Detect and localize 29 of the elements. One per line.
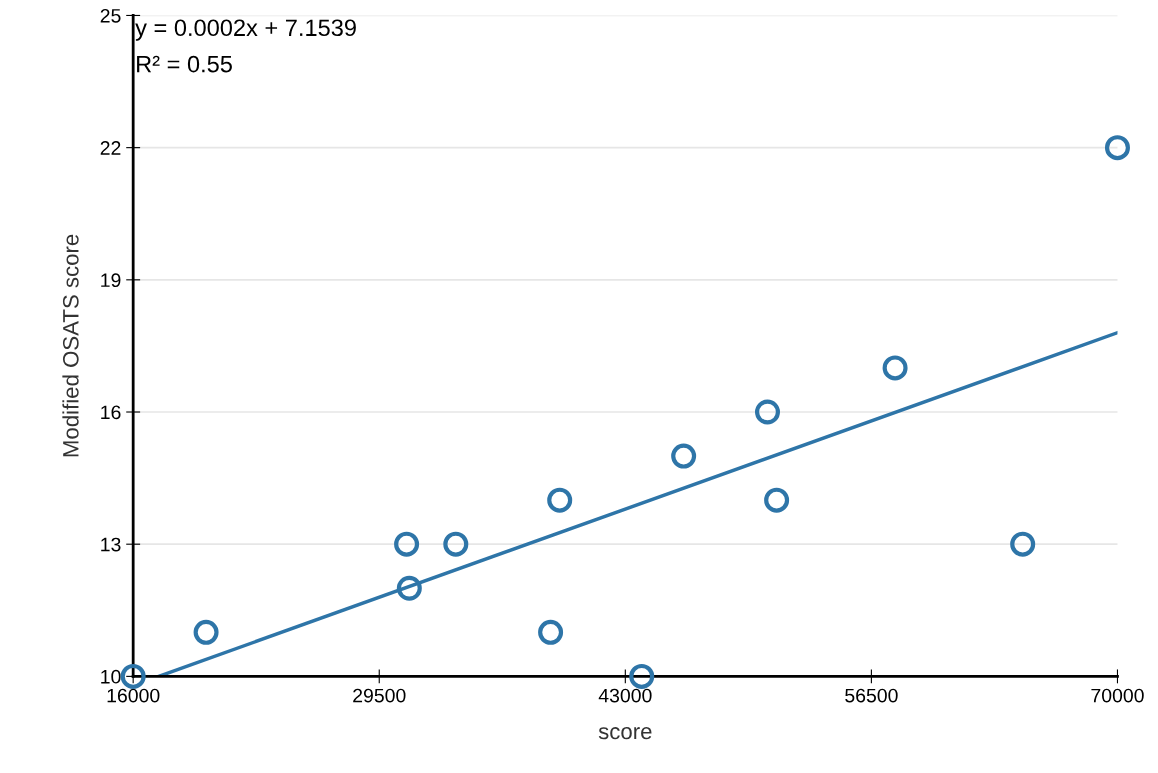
annotation: R² = 0.55 bbox=[137, 55, 232, 73]
point bbox=[629, 663, 655, 689]
point bbox=[394, 531, 420, 557]
x-tick-label: 56500 bbox=[845, 688, 898, 703]
point bbox=[538, 619, 564, 645]
point bbox=[1104, 135, 1130, 161]
x-axis-title: score bbox=[598, 727, 652, 740]
point bbox=[547, 487, 573, 513]
x-tick-label: 70000 bbox=[1091, 688, 1144, 703]
point bbox=[754, 399, 780, 425]
y-tick-label: 25 bbox=[100, 8, 121, 23]
y-tick-label: 19 bbox=[101, 273, 121, 288]
annotation: y = 0.0002x + 7.1539 bbox=[135, 19, 356, 41]
y-tick-label: 13 bbox=[101, 537, 121, 552]
x-tick-label: 29500 bbox=[353, 688, 406, 703]
point bbox=[671, 443, 697, 469]
point bbox=[443, 531, 469, 557]
point bbox=[1010, 531, 1036, 557]
point bbox=[193, 619, 219, 645]
point bbox=[396, 575, 422, 601]
point bbox=[764, 487, 790, 513]
y-tick-label: 10 bbox=[101, 669, 121, 684]
y-tick-label: 16 bbox=[101, 405, 121, 420]
y-tick-label: 22 bbox=[100, 141, 121, 155]
x-tick-label: 43000 bbox=[598, 688, 652, 703]
y-axis-title: Modified OSATS score bbox=[62, 234, 79, 457]
x-tick-label: 16000 bbox=[107, 688, 160, 703]
point bbox=[120, 663, 146, 689]
point bbox=[882, 355, 908, 381]
